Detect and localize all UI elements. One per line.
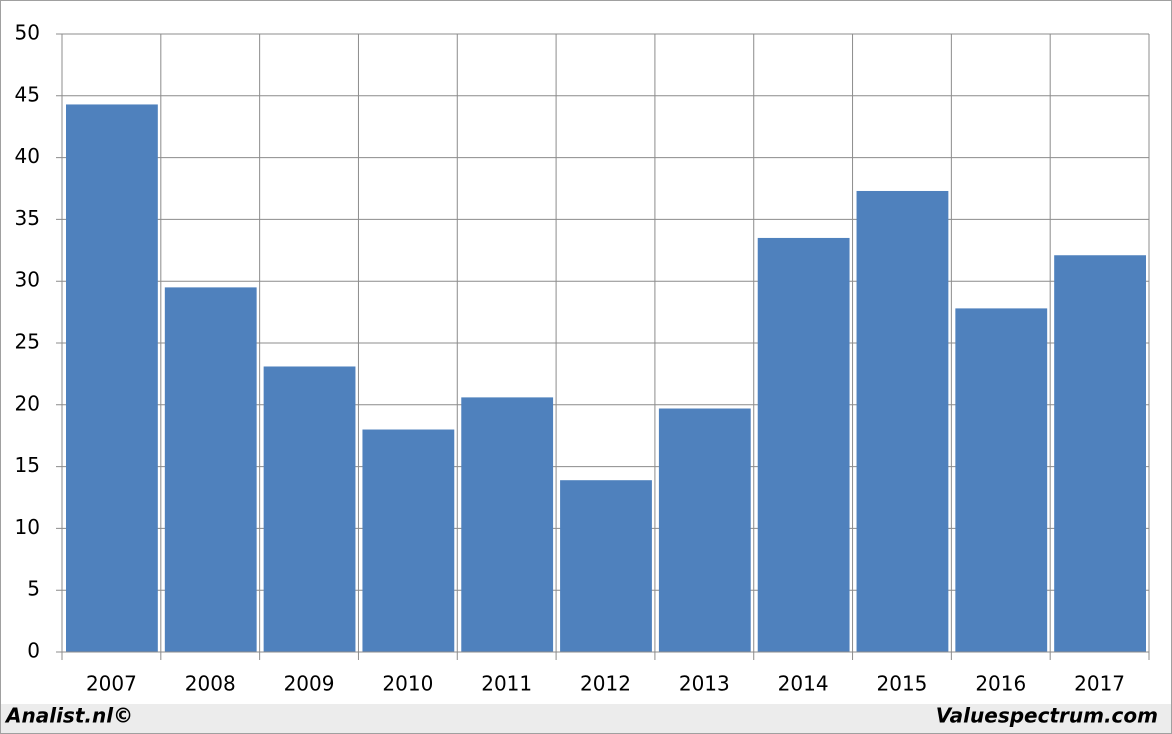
x-tick-label: 2013 xyxy=(679,672,730,696)
bar xyxy=(955,308,1048,652)
footer-right: Valuespectrum.com xyxy=(936,704,1158,728)
x-tick-label: 2009 xyxy=(284,672,335,696)
bar xyxy=(757,237,850,652)
x-tick-label: 2012 xyxy=(580,672,631,696)
bar xyxy=(164,287,257,652)
x-tick-label: 2010 xyxy=(382,672,433,696)
bar xyxy=(560,480,652,652)
footer-left: Analist.nl© xyxy=(4,704,133,728)
bar xyxy=(461,397,554,652)
y-tick-label: 50 xyxy=(15,21,40,45)
y-tick-label: 10 xyxy=(15,515,40,539)
bar xyxy=(1054,255,1146,652)
bar xyxy=(66,104,158,652)
y-tick-label: 0 xyxy=(27,639,40,663)
bar xyxy=(856,190,949,653)
x-tick-label: 2008 xyxy=(185,672,236,696)
y-tick-label: 20 xyxy=(15,391,40,415)
x-tick-label: 2007 xyxy=(86,672,137,696)
footer-band xyxy=(1,704,1171,733)
y-tick-label: 30 xyxy=(15,268,40,292)
y-tick-label: 15 xyxy=(15,453,40,477)
y-tick-label: 40 xyxy=(15,144,40,168)
y-tick-label: 5 xyxy=(27,577,40,601)
bar xyxy=(658,408,751,652)
y-tick-label: 45 xyxy=(15,82,40,106)
x-tick-label: 2017 xyxy=(1074,672,1125,696)
x-tick-label: 2011 xyxy=(481,672,532,696)
bar xyxy=(362,429,455,652)
x-tick-label: 2016 xyxy=(975,672,1026,696)
x-tick-label: 2014 xyxy=(778,672,829,696)
y-tick-label: 25 xyxy=(15,330,40,354)
x-tick-label: 2015 xyxy=(877,672,928,696)
y-tick-label: 35 xyxy=(15,206,40,230)
bar xyxy=(263,366,356,652)
